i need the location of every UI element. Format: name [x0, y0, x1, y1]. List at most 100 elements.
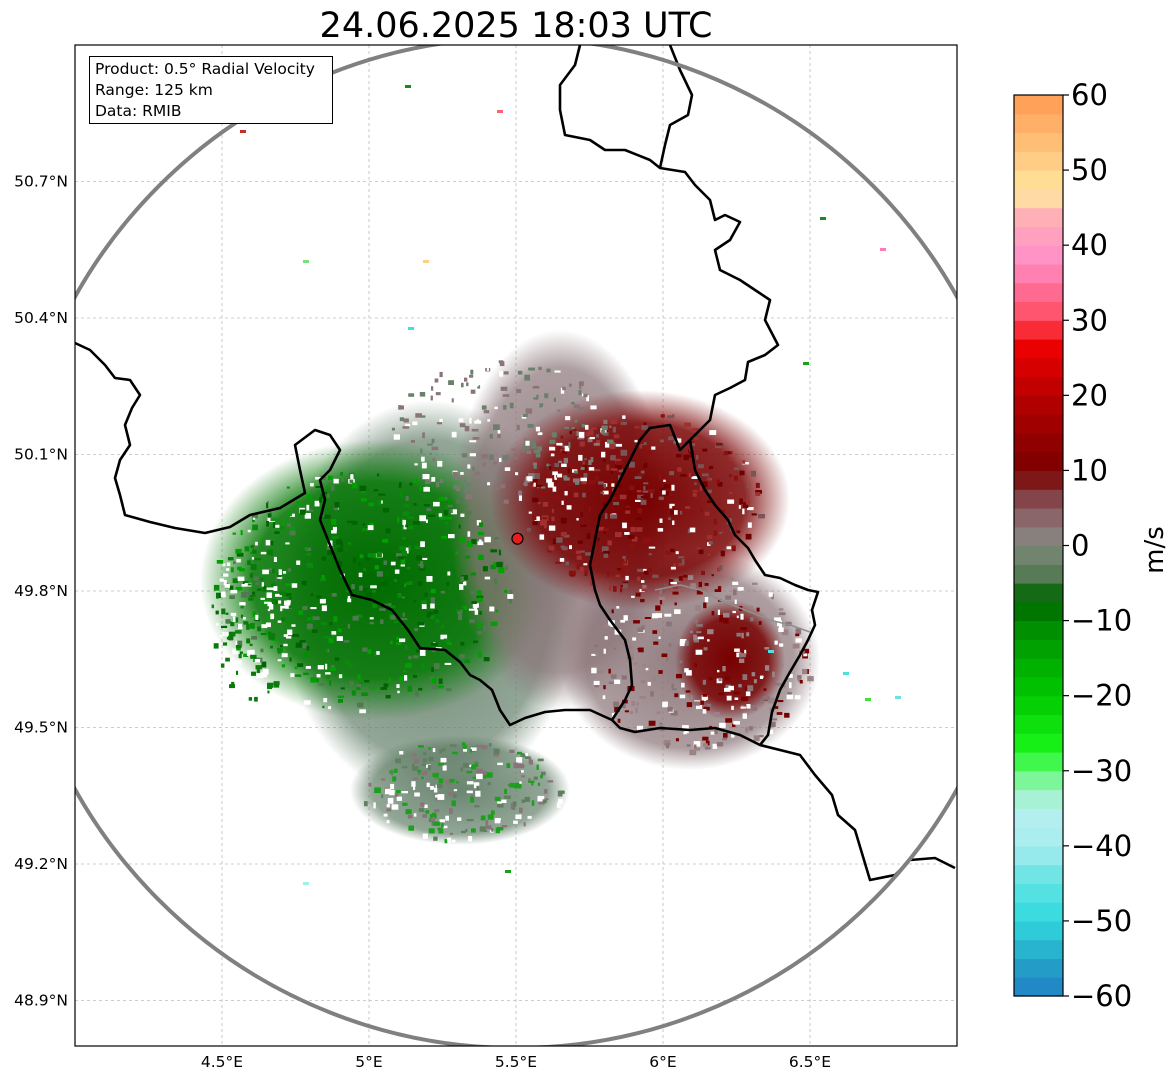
echo-pixel — [390, 561, 396, 566]
echo-pixel — [468, 608, 476, 611]
echo-pixel — [447, 837, 452, 841]
echo-pixel — [505, 870, 511, 873]
echo-pixel — [685, 506, 691, 509]
echo-pixel — [385, 528, 391, 534]
echo-pixel — [444, 839, 448, 844]
echo-pixel — [659, 473, 662, 480]
echo-pixel — [504, 467, 511, 471]
echo-pixel — [413, 600, 417, 603]
country-border — [688, 439, 820, 746]
echo-pixel — [689, 454, 692, 458]
echo-pixel — [763, 696, 770, 700]
echo-pixel — [378, 493, 386, 496]
echo-pixel — [273, 586, 278, 591]
lat-tick-label: 49.8°N — [14, 582, 68, 600]
echo-pixel — [663, 484, 671, 489]
echo-pixel — [438, 762, 444, 766]
echo-pixel — [563, 477, 570, 481]
colorbar-step — [1014, 414, 1063, 434]
echo-pixel — [421, 604, 427, 609]
echo-pixel — [670, 710, 678, 716]
echo-pixel — [588, 429, 594, 436]
echo-pixel — [581, 423, 585, 428]
echo-pixel — [713, 712, 720, 717]
echo-pixel — [410, 439, 415, 443]
echo-pixel — [406, 581, 413, 585]
echo-pixel — [519, 807, 523, 813]
echo-pixel — [746, 499, 750, 505]
echo-pixel — [628, 461, 635, 468]
echo-pixel — [261, 661, 267, 668]
echo-pixel — [248, 597, 254, 601]
echo-pixel — [327, 493, 330, 498]
echo-pixel — [696, 455, 699, 460]
echo-pixel — [329, 667, 337, 671]
echo-pixel — [254, 659, 261, 663]
echo-pixel — [216, 623, 219, 626]
echo-pixel — [403, 524, 407, 530]
echo-pixel — [603, 553, 609, 558]
echo-pixel — [551, 508, 554, 513]
echo-pixel — [426, 611, 433, 618]
colorbar-tick-label: −50 — [1071, 904, 1132, 938]
echo-pixel — [660, 414, 665, 418]
echo-pixel — [537, 758, 544, 762]
echo-pixel — [533, 449, 541, 454]
echo-pixel — [559, 558, 565, 562]
echo-pixel — [601, 546, 609, 552]
echo-pixel — [497, 434, 501, 439]
echo-pixel — [543, 789, 548, 794]
echo-pixel — [471, 828, 476, 833]
echo-pixel — [438, 513, 443, 517]
echo-pixel — [578, 431, 585, 438]
echo-pixel — [311, 616, 314, 622]
echo-pixel — [655, 605, 661, 611]
echo-pixel — [564, 446, 570, 452]
echo-pixel — [409, 482, 413, 486]
echo-pixel — [703, 481, 708, 488]
echo-pixel — [467, 764, 475, 767]
echo-pixel — [431, 667, 434, 672]
echo-pixel — [718, 677, 722, 682]
echo-pixel — [643, 570, 649, 575]
colorbar-step — [1014, 564, 1063, 584]
echo-pixel — [778, 627, 784, 632]
echo-pixel — [563, 457, 568, 464]
echo-pixel — [252, 611, 256, 617]
echo-pixel — [770, 718, 778, 721]
echo-pixel — [267, 690, 270, 694]
echo-pixel — [549, 446, 556, 451]
echo-pixel — [722, 738, 728, 741]
echo-pixel — [302, 606, 308, 611]
echo-pixel — [638, 647, 644, 653]
echo-pixel — [226, 568, 230, 571]
echo-pixel — [523, 753, 528, 757]
echo-pixel — [303, 882, 309, 885]
echo-pixel — [321, 605, 327, 612]
echo-pixel — [729, 458, 733, 461]
echo-pixel — [220, 663, 225, 668]
echo-pixel — [645, 450, 652, 454]
lat-tick-label: 50.7°N — [14, 173, 68, 191]
echo-pixel — [473, 782, 480, 789]
echo-pixel — [741, 696, 748, 701]
colorbar-step — [1014, 395, 1063, 415]
echo-pixel — [436, 422, 442, 425]
echo-pixel — [692, 492, 697, 497]
echo-pixel — [564, 426, 569, 429]
echo-pixel — [417, 769, 422, 773]
echo-pixel — [648, 720, 656, 726]
echo-pixel — [498, 549, 501, 556]
echo-pixel — [479, 826, 486, 832]
echo-pixel — [503, 405, 507, 410]
echo-pixel — [755, 482, 760, 489]
echo-pixel — [306, 552, 311, 556]
echo-pixel — [440, 590, 445, 594]
echo-pixel — [629, 485, 635, 490]
echo-pixel — [238, 568, 245, 572]
echo-pixel — [777, 620, 782, 627]
echo-pixel — [509, 749, 515, 753]
echo-pixel — [511, 448, 516, 451]
echo-pixel — [760, 699, 764, 704]
echo-pixel — [359, 554, 364, 558]
